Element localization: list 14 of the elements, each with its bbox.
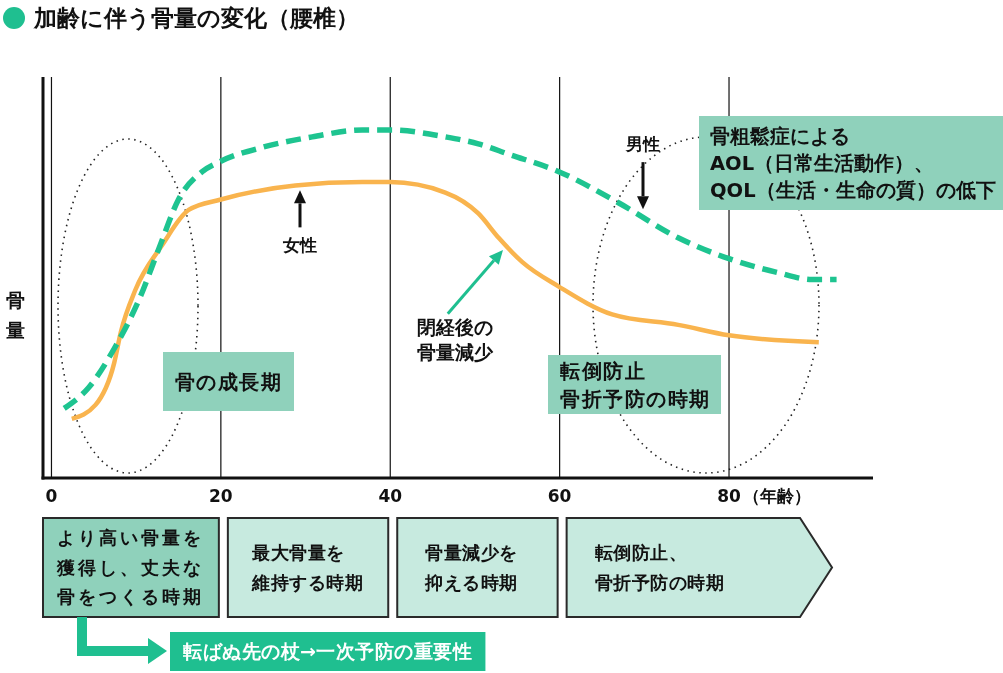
annotation: 骨の成長期	[174, 369, 283, 394]
x-tick-label: 40	[378, 486, 403, 507]
x-axis-title: （年齢）	[743, 486, 812, 507]
x-tick-label: 60	[547, 486, 572, 507]
x-tick-label: 80	[717, 486, 742, 507]
text: 男性	[625, 134, 660, 155]
annotation: 骨粗鬆症による AOL（日常生活動作）、 QOL（生活・生命の質）の低下	[710, 125, 996, 203]
text: 女性	[282, 235, 317, 256]
annotation: 閉経後の骨量減少	[417, 315, 494, 363]
x-tick-label: 0	[45, 486, 58, 507]
x-tick-label: 20	[209, 486, 233, 507]
annotation: 転倒防止骨折予防の時期	[560, 358, 711, 411]
chart-title: 加齢に伴う骨量の変化（腰椎）	[33, 5, 359, 32]
y-axis-title: 骨量	[4, 289, 25, 341]
